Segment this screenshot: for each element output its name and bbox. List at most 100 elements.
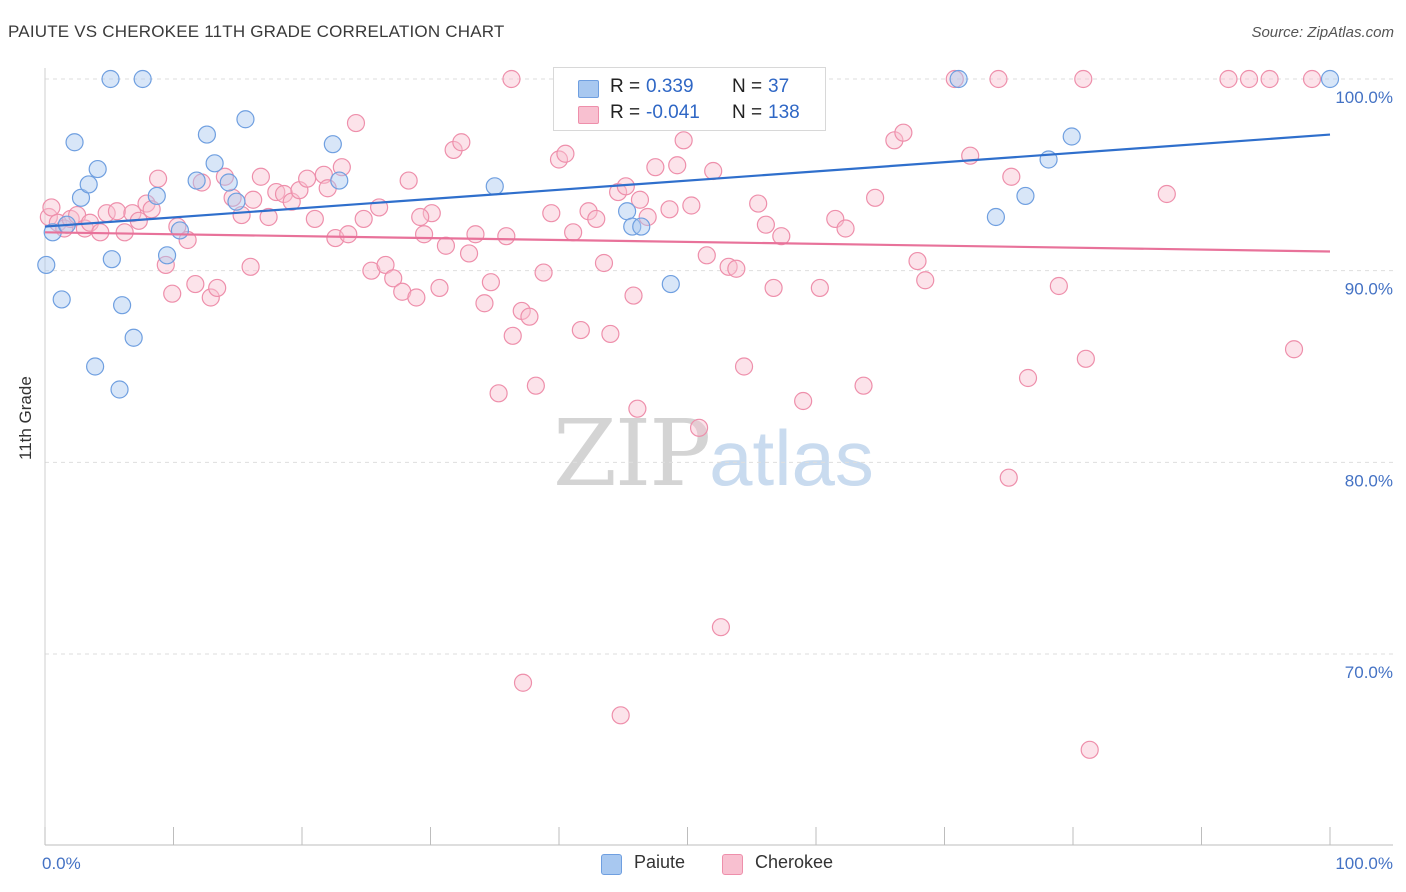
cherokee-point: [376, 255, 395, 275]
chart-title: PAIUTE VS CHEROKEE 11TH GRADE CORRELATIO…: [8, 22, 505, 41]
n-label: N =: [732, 102, 763, 123]
cherokee-point: [749, 194, 768, 213]
cherokee-point: [556, 144, 575, 163]
cherokee-point: [727, 259, 746, 278]
source-label: Source: ZipAtlas.com: [1251, 24, 1394, 41]
y-tick-label-90: 90.0%: [1345, 280, 1393, 299]
paiute-point: [37, 255, 56, 275]
cherokee-point: [854, 376, 873, 395]
cherokee-swatch: [578, 106, 599, 124]
cherokee-point: [208, 278, 227, 298]
cherokee-point: [628, 399, 647, 418]
paiute-point: [219, 173, 238, 192]
cherokee-point: [163, 284, 182, 303]
cherokee-trend-line: [44, 231, 1331, 253]
cherokee-legend-label: Cherokee: [755, 852, 834, 872]
paiute-point: [170, 221, 190, 240]
cherokee-point: [1076, 349, 1095, 368]
paiute-point: [661, 274, 680, 294]
cherokee-point: [836, 219, 855, 238]
y-tick-label-80: 80.0%: [1345, 471, 1393, 490]
r-label: R =: [610, 102, 641, 123]
cherokee-point: [601, 324, 620, 344]
cherokee-point: [459, 244, 479, 263]
paiute-point: [147, 186, 166, 206]
paiute-point: [1016, 186, 1035, 206]
cherokee-point: [178, 230, 197, 250]
cherokee-point: [339, 225, 358, 244]
paiute-point: [187, 171, 206, 190]
cherokee-point: [689, 418, 709, 437]
cherokee-point: [704, 161, 723, 181]
cherokee-point: [137, 194, 156, 213]
paiute-legend-swatch: [601, 854, 622, 875]
paiute-r-value: 0.339: [646, 76, 694, 97]
y-tick-label-100: 100.0%: [1335, 88, 1393, 107]
paiute-point: [71, 188, 91, 207]
cherokee-point: [305, 209, 324, 229]
cherokee-point: [1074, 69, 1093, 89]
watermark-atlas: atlas: [709, 414, 874, 502]
cherokee-point: [298, 169, 317, 188]
paiute-point: [330, 171, 349, 190]
y-tick-labels: 70.0% 80.0% 90.0% 100.0%: [1335, 88, 1393, 682]
trend-lines: [44, 133, 1331, 253]
paiute-point: [618, 202, 637, 221]
cherokee-point: [274, 184, 294, 204]
cherokee-point: [399, 171, 418, 190]
cherokee-point: [251, 167, 270, 186]
cherokee-point: [259, 207, 278, 227]
cherokee-point: [436, 236, 456, 255]
cherokee-point: [794, 391, 813, 411]
cherokee-point: [611, 706, 630, 725]
paiute-point: [1062, 127, 1081, 146]
paiute-n-value: 37: [768, 76, 790, 97]
cherokee-point: [186, 274, 205, 294]
cherokee-point: [354, 209, 373, 229]
paiute-point: [986, 207, 1006, 227]
r-label: R =: [610, 76, 641, 97]
paiute-point: [79, 175, 98, 194]
cherokee-point: [646, 158, 665, 177]
cherokee-point: [660, 200, 679, 219]
cherokee-point: [489, 384, 508, 403]
cherokee-point: [1284, 340, 1304, 359]
paiute-point: [227, 192, 246, 211]
cherokee-point: [422, 204, 441, 223]
cherokee-point: [564, 223, 583, 242]
paiute-point: [1320, 69, 1340, 89]
cherokee-point: [497, 227, 516, 246]
cherokee-point: [630, 190, 650, 209]
y-tick-label-70: 70.0%: [1345, 663, 1393, 682]
paiute-point: [197, 125, 217, 144]
cherokee-point: [444, 140, 463, 160]
paiute-point: [112, 296, 132, 315]
cherokee-n-value: 138: [768, 102, 800, 123]
cherokee-point: [107, 202, 127, 221]
cherokee-point: [503, 326, 522, 345]
paiute-point: [110, 380, 129, 399]
series-cherokee-points: [39, 69, 1322, 759]
paiute-point: [949, 69, 968, 89]
cherokee-point: [1260, 69, 1279, 89]
paiute-point: [124, 328, 143, 347]
cherokee-point: [466, 225, 485, 244]
paiute-point: [102, 250, 121, 269]
cherokee-point: [1002, 167, 1021, 186]
cherokee-point: [475, 294, 494, 313]
paiute-point: [632, 217, 651, 236]
paiute-point: [133, 69, 152, 89]
paiute-point: [101, 69, 120, 89]
x-tick-label-start: 0.0%: [42, 854, 81, 873]
cherokee-point: [945, 69, 964, 89]
cherokee-r-value: -0.041: [646, 102, 700, 123]
cherokee-point: [764, 278, 783, 298]
paiute-point: [236, 110, 255, 129]
cherokee-point: [332, 158, 351, 177]
cherokee-point: [756, 215, 775, 234]
cherokee-point: [1157, 184, 1176, 204]
cherokee-point: [810, 278, 829, 298]
cherokee-point: [674, 131, 693, 150]
n-label: N =: [732, 76, 763, 97]
paiute-point: [157, 246, 177, 265]
